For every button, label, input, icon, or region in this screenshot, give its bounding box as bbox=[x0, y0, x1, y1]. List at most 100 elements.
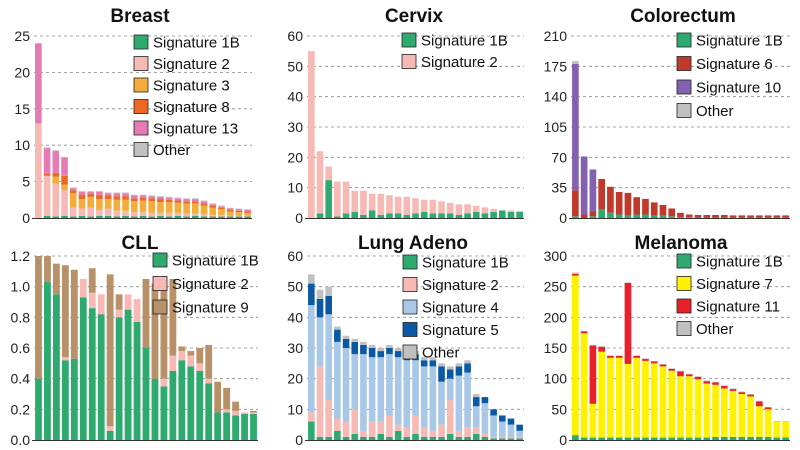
bar-signature-7 bbox=[686, 376, 693, 437]
bar-signature-2 bbox=[308, 412, 315, 421]
legend-label-signature-6: Signature 6 bbox=[696, 56, 773, 73]
bar-signature-2 bbox=[232, 411, 239, 416]
bar-other bbox=[244, 209, 251, 210]
bar-signature-2 bbox=[343, 182, 350, 214]
bar-signature-13 bbox=[87, 192, 94, 194]
bar-other bbox=[114, 193, 121, 194]
bar-signature-2 bbox=[140, 212, 147, 216]
bar-signature-9 bbox=[143, 279, 150, 348]
bar-signature-2 bbox=[114, 211, 121, 217]
bar-signature-7 bbox=[765, 409, 772, 437]
bar-signature-1b bbox=[774, 438, 781, 440]
bar-signature-6 bbox=[642, 199, 649, 215]
bar-signature-1b bbox=[44, 282, 51, 440]
bar-signature-1b bbox=[607, 213, 614, 218]
bar-signature-5 bbox=[490, 409, 497, 415]
bar-signature-1b bbox=[131, 217, 138, 218]
bar-signature-6 bbox=[756, 215, 763, 217]
bar-signature-2 bbox=[187, 356, 194, 367]
bar-signature-1b bbox=[430, 437, 437, 440]
bar-signature-13 bbox=[148, 196, 155, 198]
bar-signature-3 bbox=[201, 206, 208, 215]
bar-signature-2 bbox=[369, 194, 376, 211]
legend-cll: Signature 1B Signature 2 Signature 9 bbox=[153, 253, 259, 317]
bar-signature-2 bbox=[205, 379, 212, 384]
bar-signature-2 bbox=[499, 437, 506, 439]
bar-signature-2 bbox=[456, 204, 463, 215]
bar-signature-1b bbox=[377, 215, 384, 218]
bar-signature-7 bbox=[756, 406, 763, 437]
bar-signature-1b bbox=[79, 216, 86, 218]
legend-swatch-signature-8 bbox=[134, 100, 148, 114]
bar-signature-2 bbox=[79, 209, 86, 216]
bar-signature-2 bbox=[482, 207, 489, 213]
bar-signature-8 bbox=[244, 211, 251, 212]
y-tick-label: 0 bbox=[559, 432, 567, 448]
y-tick-label: 70 bbox=[551, 149, 567, 165]
bar-other bbox=[44, 147, 51, 148]
bar-signature-5 bbox=[464, 363, 471, 372]
bar-signature-5 bbox=[377, 351, 384, 357]
bar-signature-9 bbox=[44, 256, 51, 282]
bar-signature-2 bbox=[412, 415, 419, 433]
bar-signature-8 bbox=[175, 201, 182, 203]
bar-signature-1b bbox=[175, 216, 182, 218]
bar-signature-1b bbox=[516, 212, 523, 218]
bar-signature-2 bbox=[438, 201, 445, 213]
bar-signature-3 bbox=[183, 203, 190, 213]
bar-signature-6 bbox=[782, 215, 789, 217]
legend-swatch-signature-2 bbox=[134, 57, 148, 71]
bar-signature-1b bbox=[241, 414, 248, 440]
bar-signature-8 bbox=[157, 199, 164, 202]
bar-signature-2 bbox=[161, 379, 168, 387]
bar-signature-9 bbox=[223, 388, 230, 409]
bar-signature-13 bbox=[157, 197, 164, 199]
bar-signature-1b bbox=[334, 216, 341, 218]
bar-other bbox=[131, 195, 138, 196]
bar-signature-11 bbox=[686, 374, 693, 376]
bar-signature-9 bbox=[35, 256, 42, 379]
bar-signature-1b bbox=[464, 213, 471, 218]
bar-signature-1b bbox=[325, 180, 332, 218]
bar-signature-2 bbox=[98, 294, 105, 314]
bar-signature-1b bbox=[430, 213, 437, 218]
bar-signature-7 bbox=[590, 404, 597, 438]
bar-signature-4 bbox=[334, 342, 341, 419]
bar-signature-2 bbox=[412, 198, 419, 213]
bar-signature-1b bbox=[343, 213, 350, 218]
bar-other bbox=[377, 348, 384, 351]
bar-signature-3 bbox=[157, 202, 164, 213]
bar-signature-1b bbox=[107, 431, 114, 440]
bar-signature-9 bbox=[214, 382, 221, 413]
bar-signature-11 bbox=[738, 392, 745, 394]
bar-signature-1b bbox=[490, 212, 497, 218]
legend-swatch-signature-5 bbox=[403, 323, 417, 337]
bar-signature-2 bbox=[134, 299, 141, 322]
bar-signature-2 bbox=[317, 366, 324, 437]
legend-label-other: Other bbox=[696, 321, 734, 338]
bar-signature-2 bbox=[61, 190, 68, 215]
legend-swatch-signature-1b bbox=[153, 253, 167, 267]
bar-signature-11 bbox=[598, 347, 605, 352]
legend-label-signature-1b: Signature 1B bbox=[696, 33, 783, 50]
bar-signature-2 bbox=[209, 215, 216, 216]
bar-signature-1b bbox=[187, 366, 194, 440]
bar-signature-2 bbox=[325, 400, 332, 437]
bar-other bbox=[447, 366, 454, 369]
bar-signature-4 bbox=[404, 360, 411, 427]
bar-signature-8 bbox=[209, 206, 216, 208]
bar-signature-1b bbox=[62, 360, 69, 440]
legend-colorectum: Signature 1B Signature 6 Signature 10 Other bbox=[677, 33, 783, 121]
bar-signature-1b bbox=[178, 360, 185, 440]
bar-signature-10 bbox=[590, 169, 597, 211]
bar-signature-1b bbox=[482, 437, 489, 440]
bar-signature-1b bbox=[223, 412, 230, 440]
bar-signature-1b bbox=[360, 215, 367, 218]
legend-label-signature-8: Signature 8 bbox=[153, 99, 230, 116]
legend-label-signature-1b: Signature 1B bbox=[696, 254, 783, 271]
y-tick-label: 0 bbox=[22, 210, 30, 226]
bar-signature-2 bbox=[516, 211, 523, 212]
bar-signature-7 bbox=[703, 384, 710, 438]
bar-signature-1b bbox=[642, 438, 649, 440]
bar-signature-10 bbox=[581, 156, 588, 214]
